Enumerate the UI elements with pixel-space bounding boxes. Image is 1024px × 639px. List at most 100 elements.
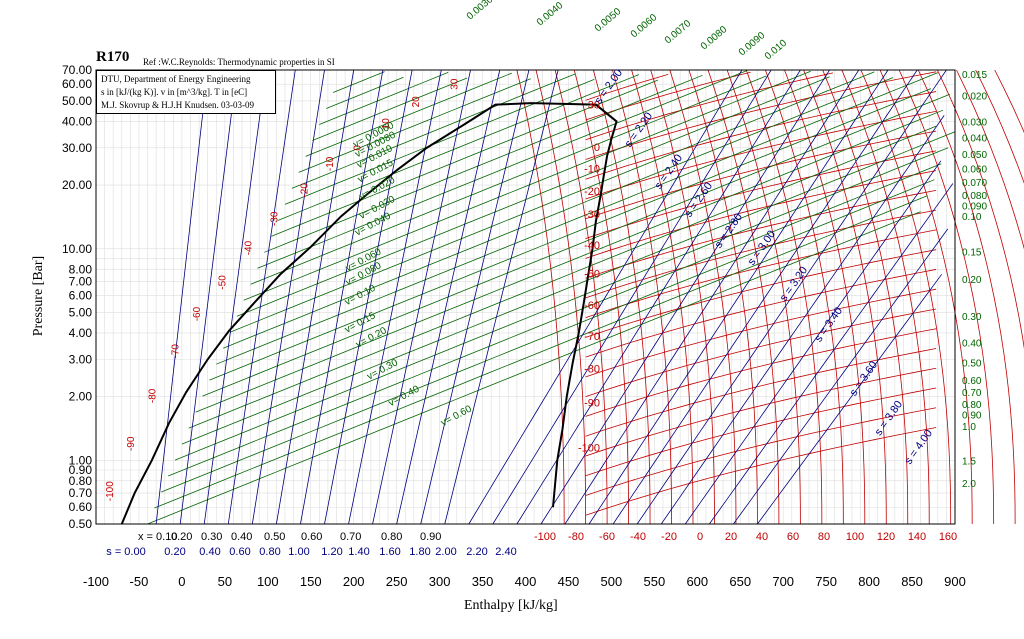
- vapor-temperature-label: 0: [594, 142, 600, 154]
- volume-label-right: 0.030: [962, 117, 987, 128]
- vapor-temperature-label: -80: [584, 364, 600, 376]
- vapor-temperature-label: -50: [584, 269, 600, 281]
- y-tick-label: 4.00: [69, 326, 93, 340]
- temperature-scale-label: 40: [756, 531, 768, 543]
- y-tick-label: 0.50: [69, 517, 93, 531]
- volume-label-top: 0.0030: [465, 0, 496, 22]
- quality-label: 0.60: [301, 531, 322, 543]
- y-tick-label: 0.70: [69, 486, 93, 500]
- isotherm-line: [765, 69, 844, 525]
- isochore-line: [236, 76, 830, 317]
- entropy-scale-label: 1.40: [348, 546, 369, 558]
- entropy-scale-label: 0.20: [164, 546, 185, 558]
- y-axis-label: Pressure [Bar]: [31, 255, 46, 337]
- isochore-red-line: [585, 328, 937, 417]
- temperature-scale-label: 80: [818, 531, 830, 543]
- temperature-scale-label: 20: [725, 531, 737, 543]
- volume-label-top: 0.010: [763, 38, 790, 63]
- volume-label-top: 0.0040: [535, 0, 566, 28]
- isochore-line: [250, 75, 767, 285]
- volume-label-right: 0.70: [962, 388, 982, 399]
- isentrope-line: [155, 69, 209, 525]
- isochore-line: [188, 125, 937, 429]
- entropy-line-label: s = 2.20: [623, 110, 655, 149]
- isotherm-line: [631, 69, 694, 525]
- isochore-red-line: [585, 288, 937, 378]
- entropy-scale-label: 0.80: [259, 546, 280, 558]
- volume-label-right: 0.60: [962, 376, 982, 387]
- isochore-line: [291, 73, 576, 189]
- volume-label-right: 0.90: [962, 410, 982, 421]
- isotherm-line: [917, 69, 1016, 525]
- volume-label-right: 0.015: [962, 70, 987, 81]
- isentrope-line: [709, 183, 954, 525]
- quality-label: 0.50: [264, 531, 285, 543]
- volume-label-right: 0.20: [962, 275, 982, 286]
- temperature-scale-label: -60: [599, 531, 615, 543]
- quality-label: 0.80: [381, 531, 402, 543]
- liquid-temperature-label: -90: [126, 436, 137, 451]
- isentrope-line: [275, 69, 355, 525]
- volume-label-top: 0.0050: [593, 6, 624, 34]
- entropy-scale-label: 2.20: [466, 546, 487, 558]
- liquid-temperature-label: -100: [105, 481, 116, 501]
- y-tick-label: 0.90: [69, 463, 93, 477]
- quality-label: 0.90: [420, 531, 441, 543]
- isochore-line: [222, 77, 894, 349]
- chart-subtitle: Ref :W.C.Reynolds: Thermodynamic propert…: [143, 57, 335, 67]
- temperature-scale-label: -40: [630, 531, 646, 543]
- isentrope-line: [179, 69, 238, 525]
- liquid-temperature-label: -50: [218, 275, 229, 290]
- x-tick-label: 0: [178, 574, 185, 589]
- y-tick-label: 1.00: [69, 453, 93, 467]
- liquid-temperature-label: -70: [170, 344, 181, 359]
- isentrope-line: [660, 115, 945, 525]
- isentrope-line: [444, 69, 559, 525]
- vapor-temperature-label: -30: [584, 209, 600, 221]
- x-tick-label: 650: [729, 574, 751, 589]
- volume-label-right: 1.5: [962, 456, 976, 467]
- isochore-red-line: [585, 71, 751, 121]
- entropy-scale-label: 0.60: [229, 546, 250, 558]
- y-tick-label: 40.00: [62, 114, 92, 128]
- vapor-temperature-label: -90: [584, 397, 600, 409]
- temperature-scale-label: 100: [846, 531, 864, 543]
- x-tick-label: -50: [130, 574, 149, 589]
- x-tick-label: 450: [558, 574, 580, 589]
- isentrope-line: [492, 69, 772, 525]
- entropy-scale-label: s = 0.00: [106, 546, 145, 558]
- volume-label-right: 0.10: [962, 212, 982, 223]
- isochore-line: [229, 71, 875, 333]
- x-axis-label: Enthalpy [kJ/kg]: [464, 598, 558, 613]
- quality-label: 0.30: [201, 531, 222, 543]
- isentrope-line: [636, 69, 947, 525]
- entropy-scale-label: 1.00: [288, 546, 309, 558]
- entropy-scale-label: 0.40: [199, 546, 220, 558]
- volume-label-right: 0.040: [962, 134, 987, 145]
- isochore-red-line: [585, 367, 937, 457]
- isotherm-line: [784, 69, 866, 525]
- isochore-line: [298, 78, 531, 173]
- isochore-red-line: [585, 150, 937, 239]
- liquid-temperature-label: -20: [299, 183, 310, 198]
- info-line: s in [kJ/(kg K)]. v in [m^3/kg]. T in [e…: [101, 87, 248, 97]
- x-tick-label: 400: [515, 574, 537, 589]
- isentrope-line: [733, 228, 949, 525]
- isotherm-line: [975, 69, 1024, 184]
- x-tick-label: 600: [686, 574, 708, 589]
- isochore-line: [202, 93, 950, 397]
- temperature-scale-label: -100: [534, 531, 556, 543]
- temperature-scale-label: -80: [568, 531, 584, 543]
- isochore-line: [174, 147, 949, 461]
- isotherm-line: [726, 69, 801, 525]
- isotherm-line: [994, 69, 1024, 133]
- isochore-line: [284, 79, 595, 205]
- entropy-scale-label: 1.60: [379, 546, 400, 558]
- isochore-line: [312, 77, 468, 141]
- x-tick-label: -100: [83, 574, 109, 589]
- isochore-line: [209, 88, 932, 381]
- isotherm-line: [554, 69, 608, 525]
- isentrope-line: [540, 69, 830, 525]
- y-tick-label: 50.00: [62, 94, 92, 108]
- isochore-line: [147, 211, 921, 525]
